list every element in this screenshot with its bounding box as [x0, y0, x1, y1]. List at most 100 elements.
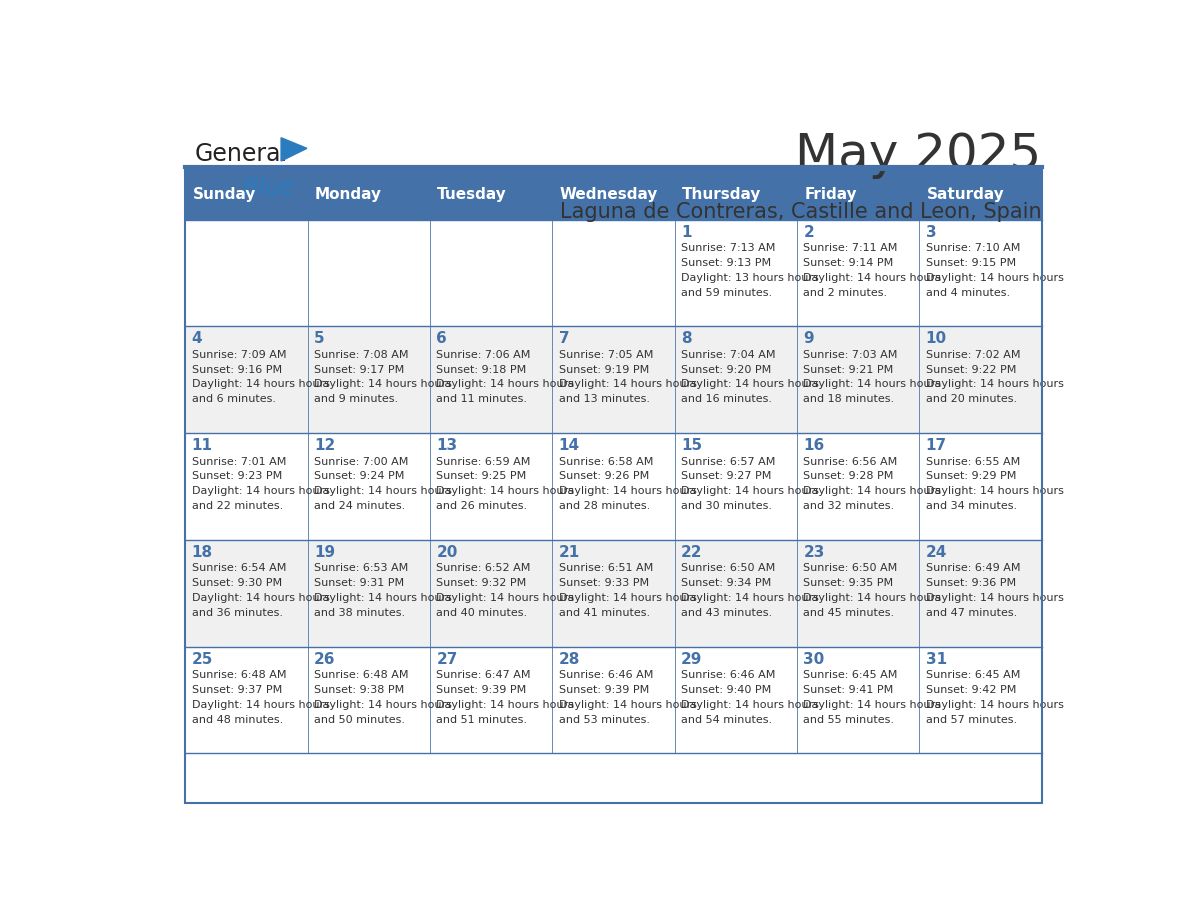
Text: Tuesday: Tuesday: [437, 187, 507, 203]
Text: Sunrise: 6:58 AM: Sunrise: 6:58 AM: [558, 456, 653, 466]
Text: 25: 25: [191, 652, 213, 666]
Text: Sunset: 9:16 PM: Sunset: 9:16 PM: [191, 364, 282, 375]
Text: Daylight: 14 hours hours: Daylight: 14 hours hours: [191, 379, 329, 389]
Text: and 26 minutes.: and 26 minutes.: [436, 501, 527, 511]
Bar: [797, 327, 920, 433]
Text: Sunset: 9:19 PM: Sunset: 9:19 PM: [558, 364, 649, 375]
Text: and 6 minutes.: and 6 minutes.: [191, 395, 276, 404]
Text: Laguna de Contreras, Castille and Leon, Spain: Laguna de Contreras, Castille and Leon, …: [560, 202, 1042, 222]
Text: Daylight: 14 hours hours: Daylight: 14 hours hours: [191, 700, 329, 710]
Text: and 50 minutes.: and 50 minutes.: [314, 714, 405, 724]
Text: and 41 minutes.: and 41 minutes.: [558, 608, 650, 618]
Text: and 55 minutes.: and 55 minutes.: [803, 714, 895, 724]
Text: and 43 minutes.: and 43 minutes.: [681, 608, 772, 618]
Text: Daylight: 14 hours hours: Daylight: 14 hours hours: [681, 487, 819, 497]
Text: and 18 minutes.: and 18 minutes.: [803, 395, 895, 404]
Text: Sunrise: 7:09 AM: Sunrise: 7:09 AM: [191, 350, 286, 360]
Bar: [430, 327, 552, 433]
Text: Daylight: 14 hours hours: Daylight: 14 hours hours: [191, 487, 329, 497]
Text: Sunrise: 6:49 AM: Sunrise: 6:49 AM: [925, 564, 1020, 573]
Text: 18: 18: [191, 545, 213, 560]
Text: 24: 24: [925, 545, 947, 560]
Text: Sunset: 9:31 PM: Sunset: 9:31 PM: [314, 578, 404, 588]
Bar: [308, 646, 430, 754]
Polygon shape: [282, 138, 307, 161]
Bar: [675, 646, 797, 754]
Text: and 32 minutes.: and 32 minutes.: [803, 501, 895, 511]
Bar: [185, 540, 308, 646]
Text: and 40 minutes.: and 40 minutes.: [436, 608, 527, 618]
Text: and 20 minutes.: and 20 minutes.: [925, 395, 1017, 404]
Text: May 2025: May 2025: [795, 131, 1042, 179]
Text: 26: 26: [314, 652, 335, 666]
Text: and 4 minutes.: and 4 minutes.: [925, 287, 1010, 297]
Text: Sunrise: 7:11 AM: Sunrise: 7:11 AM: [803, 243, 898, 253]
Text: and 34 minutes.: and 34 minutes.: [925, 501, 1017, 511]
Text: Sunrise: 6:54 AM: Sunrise: 6:54 AM: [191, 564, 286, 573]
Text: Blue: Blue: [242, 176, 295, 200]
Text: Sunrise: 6:47 AM: Sunrise: 6:47 AM: [436, 670, 531, 680]
Text: Friday: Friday: [804, 187, 857, 203]
Text: Sunrise: 7:02 AM: Sunrise: 7:02 AM: [925, 350, 1020, 360]
Text: General: General: [195, 142, 287, 166]
Text: and 54 minutes.: and 54 minutes.: [681, 714, 772, 724]
Text: Sunrise: 7:05 AM: Sunrise: 7:05 AM: [558, 350, 653, 360]
Text: and 59 minutes.: and 59 minutes.: [681, 287, 772, 297]
Text: Daylight: 14 hours hours: Daylight: 14 hours hours: [803, 487, 941, 497]
Text: Sunset: 9:34 PM: Sunset: 9:34 PM: [681, 578, 771, 588]
Text: Monday: Monday: [315, 187, 383, 203]
Bar: [308, 170, 430, 219]
Text: and 45 minutes.: and 45 minutes.: [803, 608, 895, 618]
Text: Daylight: 14 hours hours: Daylight: 14 hours hours: [558, 487, 696, 497]
Text: and 47 minutes.: and 47 minutes.: [925, 608, 1017, 618]
Text: Sunrise: 6:55 AM: Sunrise: 6:55 AM: [925, 456, 1020, 466]
Text: Daylight: 14 hours hours: Daylight: 14 hours hours: [558, 700, 696, 710]
Bar: [920, 433, 1042, 540]
Text: and 53 minutes.: and 53 minutes.: [558, 714, 650, 724]
Bar: [920, 540, 1042, 646]
Bar: [552, 219, 675, 327]
Bar: [430, 433, 552, 540]
Text: and 51 minutes.: and 51 minutes.: [436, 714, 527, 724]
Text: 27: 27: [436, 652, 457, 666]
Text: Sunrise: 6:50 AM: Sunrise: 6:50 AM: [803, 564, 898, 573]
Text: Sunset: 9:24 PM: Sunset: 9:24 PM: [314, 471, 404, 481]
Text: Sunrise: 6:48 AM: Sunrise: 6:48 AM: [191, 670, 286, 680]
Bar: [308, 433, 430, 540]
Text: Sunset: 9:40 PM: Sunset: 9:40 PM: [681, 685, 771, 695]
Text: Daylight: 14 hours hours: Daylight: 14 hours hours: [314, 700, 451, 710]
Text: 8: 8: [681, 331, 691, 346]
Text: Daylight: 14 hours hours: Daylight: 14 hours hours: [925, 379, 1063, 389]
Text: Sunset: 9:33 PM: Sunset: 9:33 PM: [558, 578, 649, 588]
Text: Sunset: 9:15 PM: Sunset: 9:15 PM: [925, 258, 1016, 268]
Text: Daylight: 14 hours hours: Daylight: 14 hours hours: [925, 487, 1063, 497]
Text: 16: 16: [803, 438, 824, 453]
Text: 12: 12: [314, 438, 335, 453]
Bar: [308, 219, 430, 327]
Bar: [552, 433, 675, 540]
Text: Sunrise: 6:51 AM: Sunrise: 6:51 AM: [558, 564, 653, 573]
Bar: [308, 327, 430, 433]
Text: and 2 minutes.: and 2 minutes.: [803, 287, 887, 297]
Text: Sunset: 9:22 PM: Sunset: 9:22 PM: [925, 364, 1016, 375]
Text: Sunset: 9:37 PM: Sunset: 9:37 PM: [191, 685, 282, 695]
Text: Sunset: 9:32 PM: Sunset: 9:32 PM: [436, 578, 526, 588]
Text: and 13 minutes.: and 13 minutes.: [558, 395, 650, 404]
Bar: [185, 327, 308, 433]
Text: Sunset: 9:21 PM: Sunset: 9:21 PM: [803, 364, 893, 375]
Text: 14: 14: [558, 438, 580, 453]
Text: and 16 minutes.: and 16 minutes.: [681, 395, 772, 404]
Text: and 9 minutes.: and 9 minutes.: [314, 395, 398, 404]
Text: Daylight: 14 hours hours: Daylight: 14 hours hours: [314, 379, 451, 389]
Bar: [797, 433, 920, 540]
Bar: [675, 170, 797, 219]
Bar: [430, 219, 552, 327]
Bar: [552, 540, 675, 646]
Bar: [797, 219, 920, 327]
Text: and 57 minutes.: and 57 minutes.: [925, 714, 1017, 724]
Text: Daylight: 14 hours hours: Daylight: 14 hours hours: [803, 593, 941, 603]
Text: Sunset: 9:23 PM: Sunset: 9:23 PM: [191, 471, 282, 481]
Text: Daylight: 14 hours hours: Daylight: 14 hours hours: [314, 593, 451, 603]
Text: 23: 23: [803, 545, 824, 560]
Text: Daylight: 14 hours hours: Daylight: 14 hours hours: [436, 700, 574, 710]
